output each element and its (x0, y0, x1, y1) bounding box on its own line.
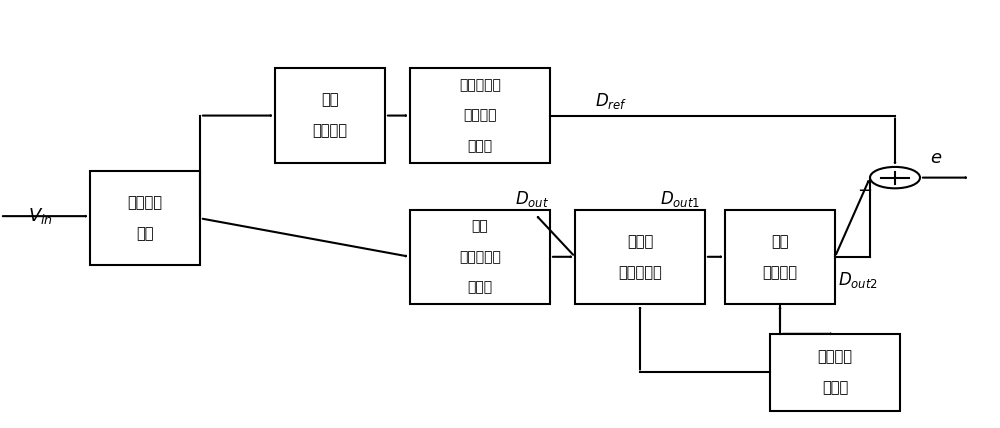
Text: $V_{in}$: $V_{in}$ (28, 206, 53, 226)
Text: 转换器: 转换器 (467, 140, 493, 153)
Text: 降采样率: 降采样率 (818, 349, 852, 365)
FancyBboxPatch shape (725, 210, 835, 304)
FancyBboxPatch shape (410, 210, 550, 304)
Text: $e$: $e$ (930, 149, 942, 167)
FancyBboxPatch shape (90, 171, 200, 265)
Text: $D_{out}$: $D_{out}$ (515, 189, 549, 209)
Text: 转换器: 转换器 (467, 281, 493, 294)
FancyBboxPatch shape (275, 68, 385, 163)
Text: 第二: 第二 (771, 234, 789, 249)
Text: 低速高精度: 低速高精度 (459, 78, 501, 92)
FancyBboxPatch shape (575, 210, 705, 304)
Text: 降采样器: 降采样器 (312, 123, 348, 139)
Text: $D_{out2}$: $D_{out2}$ (838, 270, 878, 290)
Text: 采样保持: 采样保持 (128, 195, 162, 211)
Text: 降采样器: 降采样器 (763, 265, 798, 280)
Text: 电路: 电路 (136, 226, 154, 241)
Text: $-$: $-$ (857, 180, 872, 198)
FancyBboxPatch shape (770, 334, 900, 411)
Text: 调节器: 调节器 (822, 380, 848, 395)
Text: 第一: 第一 (321, 92, 339, 108)
Text: 高速: 高速 (472, 219, 488, 233)
Text: $D_{ref}$: $D_{ref}$ (595, 91, 627, 110)
Text: 数字滤波器: 数字滤波器 (618, 265, 662, 280)
Text: 自适应: 自适应 (627, 234, 653, 249)
Text: 参考模数: 参考模数 (463, 109, 497, 122)
Text: 待校准模数: 待校准模数 (459, 250, 501, 264)
FancyBboxPatch shape (410, 68, 550, 163)
Text: $D_{out1}$: $D_{out1}$ (660, 189, 700, 209)
